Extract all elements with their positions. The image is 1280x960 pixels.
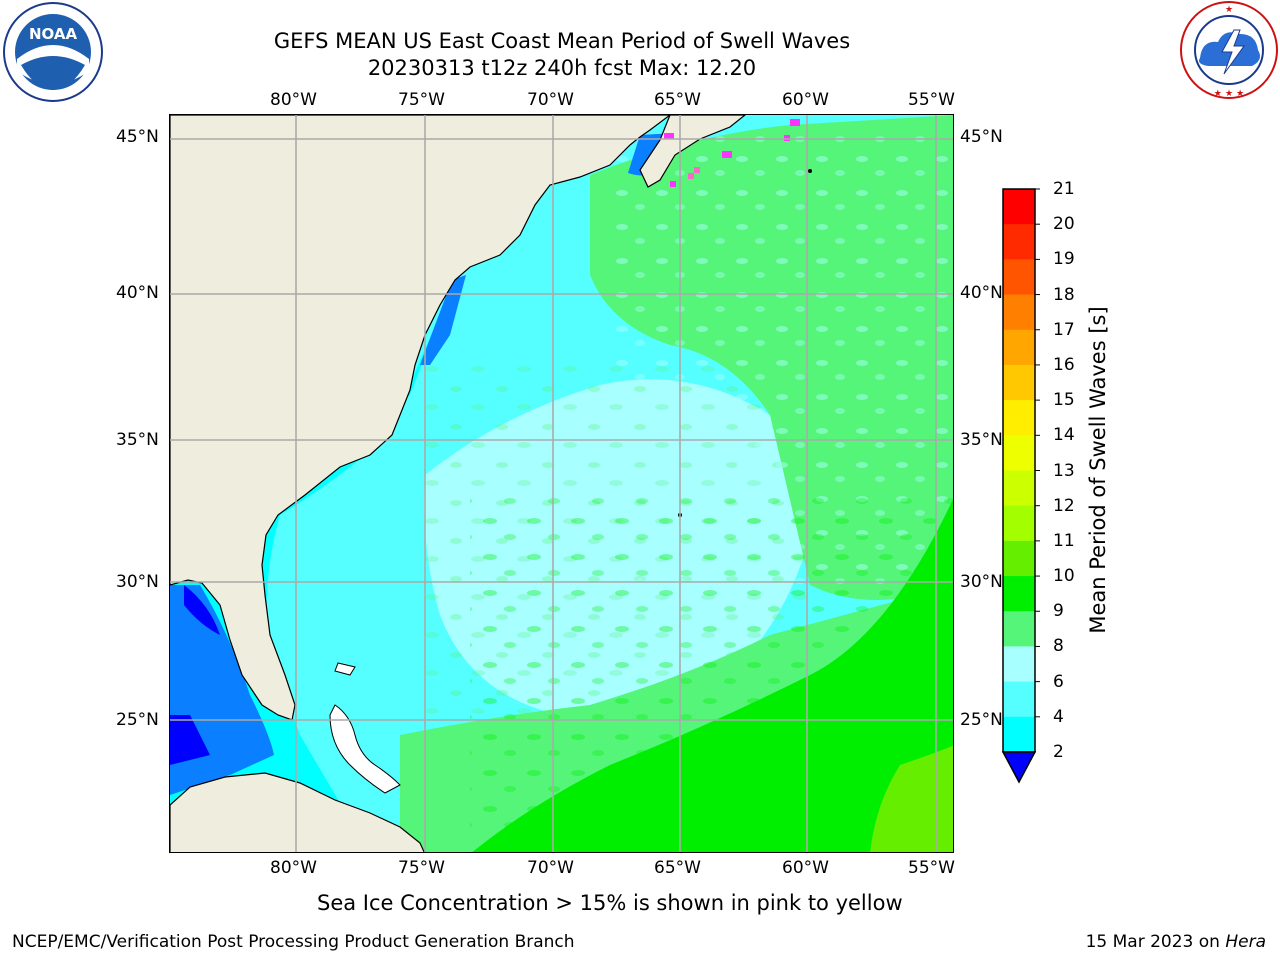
lat-label-right-30n: 30°N [960,572,1003,592]
colorbar-segment [1003,646,1035,683]
svg-text:★: ★ [1225,5,1233,15]
lon-label-top-55w: 55°W [908,90,955,110]
colorbar-label: 21 [1053,179,1075,199]
lon-label-bottom-75w: 75°W [398,858,445,878]
sea-ice-marker [722,151,732,158]
footer-date: 15 Mar 2023 on Hera [1086,932,1266,952]
colorbar-label: 8 [1053,636,1064,657]
colorbar-label: 18 [1053,284,1075,305]
lat-label-right-25n: 25°N [960,710,1003,730]
nws-logo: ★ ★ ★ ★ [1180,1,1278,99]
colorbar-segment [1003,435,1035,471]
colorbar-outline [1002,188,1036,753]
svg-text:★ ★ ★: ★ ★ ★ [1214,89,1244,99]
colorbar-label: 11 [1053,530,1075,551]
lon-label-bottom-60w: 60°W [782,858,829,878]
colorbar-segment [1003,576,1035,612]
sea-ice-marker [670,181,676,187]
noaa-logo-text: NOAA [29,25,78,43]
lon-label-top-65w: 65°W [654,90,701,110]
colorbar-label: 20 [1053,214,1075,235]
chart-title: GEFS MEAN US East Coast Mean Period of S… [273,29,851,53]
footer-machine: Hera [1225,932,1266,952]
colorbar-segment [1003,505,1035,542]
colorbar-segment [1003,329,1035,366]
north-america-land [170,115,671,721]
colorbar-segment [1003,189,1035,225]
noaa-logo: NOAA [3,2,103,102]
colorbar-segment [1003,224,1035,260]
sea-ice-marker [784,135,790,141]
colorbar-segment [1003,400,1035,436]
graticule [170,115,953,852]
lat-label-right-40n: 40°N [960,283,1003,303]
colorbar-label: 13 [1053,460,1075,481]
colorbar-segment [1003,364,1035,401]
sea-ice-marker [694,167,700,173]
colorbar-segment [1003,540,1035,577]
colorbar-extend-arrow [1001,751,1037,784]
chart-subtitle: 20230313 t12z 240h fcst Max: 12.20 [367,56,757,80]
sea-ice-note: Sea Ice Concentration > 15% is shown in … [317,891,903,915]
sea-ice-marker [664,133,674,139]
lon-label-top-80w: 80°W [270,90,317,110]
colorbar-segment [1003,470,1035,507]
colorbar-label: 17 [1053,319,1075,340]
footer-branch: NCEP/EMC/Verification Post Processing Pr… [12,932,575,952]
lon-label-bottom-55w: 55°W [908,858,955,878]
colorbar-label: 15 [1053,390,1075,411]
lat-label-right-45n: 45°N [960,127,1003,147]
colorbar-segment [1003,681,1035,718]
colorbar-label: 16 [1053,354,1075,375]
lon-label-bottom-70w: 70°W [527,858,574,878]
contour-below-2s-gulf [170,715,210,765]
colorbar-label: 4 [1053,706,1064,727]
sea-ice-marker [688,173,694,179]
cuba-land [170,772,425,852]
bahamas-shoal [329,704,401,794]
lat-label-left-30n: 30°N [116,572,159,592]
lat-label-left-40n: 40°N [116,283,159,303]
swell-period-map [170,115,953,852]
colorbar-label: 12 [1053,495,1075,516]
colorbar-segment [1003,294,1035,331]
colorbar-label: 2 [1053,742,1064,762]
colorbar-segment [1003,259,1035,296]
colorbar [1001,188,1040,784]
lon-label-top-60w: 60°W [782,90,829,110]
colorbar-label: 9 [1053,601,1064,622]
map-panel [169,114,954,853]
lat-label-left-35n: 35°N [116,430,159,450]
colorbar-segment [1003,716,1035,753]
lat-label-left-45n: 45°N [116,127,159,147]
lon-label-top-75w: 75°W [398,90,445,110]
contour-11-12s [870,745,953,852]
sea-ice-marker [790,119,800,126]
lat-label-left-25n: 25°N [116,710,159,730]
lon-label-bottom-80w: 80°W [270,858,317,878]
lon-label-bottom-65w: 65°W [654,858,701,878]
colorbar-segment [1003,611,1035,647]
colorbar-label: 10 [1053,566,1075,587]
colorbar-label: 14 [1053,425,1075,446]
colorbar-label: 6 [1053,671,1064,692]
lon-label-top-70w: 70°W [527,90,574,110]
colorbar-title: Mean Period of Swell Waves [s] [1086,306,1110,634]
footer-date-text: 15 Mar 2023 on [1085,932,1226,952]
lat-label-right-35n: 35°N [960,430,1003,450]
colorbar-label: 19 [1053,249,1075,270]
